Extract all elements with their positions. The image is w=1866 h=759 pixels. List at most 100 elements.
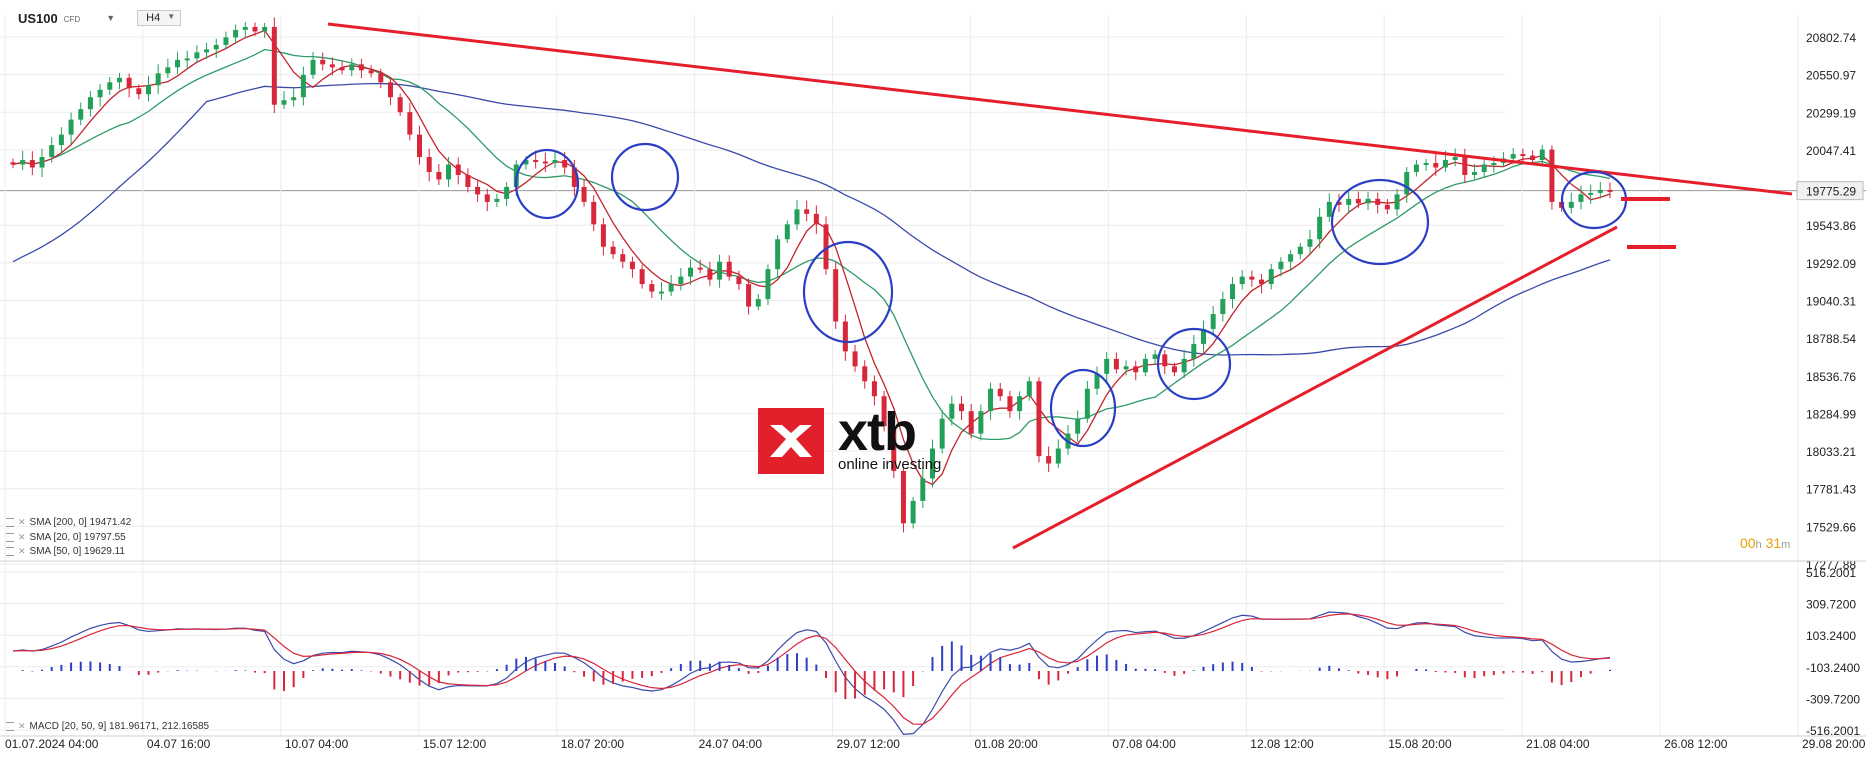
candle-body <box>1384 204 1390 210</box>
macd-tick-label: -516.2001 <box>1806 724 1860 738</box>
candle-body <box>668 284 674 292</box>
candle-body <box>262 26 268 32</box>
candle-body <box>1239 276 1245 285</box>
x-tick-label: 07.08 04:00 <box>1112 737 1176 751</box>
candle-body <box>417 134 423 158</box>
symbol-label[interactable]: US100 <box>18 10 58 26</box>
x-tick-label: 12.08 12:00 <box>1250 737 1314 751</box>
candle-body <box>1481 164 1487 172</box>
candle-body <box>1578 194 1584 202</box>
candle-body <box>997 388 1003 397</box>
settings-icon[interactable] <box>6 722 14 731</box>
candle-body <box>78 109 84 120</box>
candle-body <box>697 267 703 270</box>
candle-body <box>329 64 335 68</box>
close-icon[interactable]: ✕ <box>18 546 26 556</box>
candle-body <box>184 58 190 61</box>
symbol-dropdown-icon[interactable]: ▼ <box>106 13 116 23</box>
candle-body <box>1568 201 1574 208</box>
macd-line <box>12 611 1611 735</box>
candle-body <box>165 67 171 74</box>
x-tick-label: 21.08 04:00 <box>1526 737 1590 751</box>
settings-icon[interactable] <box>6 518 14 527</box>
candle-body <box>1597 189 1603 193</box>
candle-body <box>949 403 955 419</box>
legend-label: SMA [200, 0] 19471.42 <box>29 517 132 528</box>
x-tick-label: 15.07 12:00 <box>423 737 487 751</box>
candle-body <box>233 29 239 38</box>
candle-body <box>1355 198 1361 204</box>
candle-body <box>455 164 461 175</box>
legend-sma-50[interactable]: ✕ SMA [50, 0] 19629.11 <box>6 546 125 557</box>
close-icon[interactable]: ✕ <box>18 517 26 527</box>
candle-body <box>194 52 200 59</box>
candle-body <box>1530 155 1536 161</box>
candle-body <box>1346 198 1352 205</box>
legend-macd[interactable]: ✕ MACD [20, 50, 9] 181.96171, 212.16585 <box>6 721 209 732</box>
candle-body <box>1181 358 1187 373</box>
candle-body <box>155 73 161 86</box>
settings-icon[interactable] <box>6 547 14 556</box>
xtb-x-icon <box>758 408 824 474</box>
zone-circle <box>610 142 680 212</box>
candle-body <box>300 74 306 98</box>
timer-hours-unit: h <box>1755 539 1762 551</box>
macd-tick-label: 516.2001 <box>1806 566 1856 580</box>
candle-body <box>988 388 994 412</box>
x-tick-label: 01.08 20:00 <box>974 737 1038 751</box>
candle-body <box>223 37 229 45</box>
timeframe-value: H4 <box>146 12 161 24</box>
candle-body <box>1433 163 1439 168</box>
candle-body <box>281 100 287 105</box>
candle-body <box>1365 198 1371 204</box>
y-tick-label: 18284.99 <box>1806 407 1856 421</box>
candle-body <box>116 77 122 83</box>
candle-body <box>1375 198 1381 205</box>
resistance-trendline <box>327 22 1793 196</box>
candle-body <box>1278 261 1284 270</box>
y-tick-label: 19543.86 <box>1806 219 1856 233</box>
candle-body <box>1055 448 1061 464</box>
candle-body <box>68 119 74 135</box>
candle-body <box>523 160 529 165</box>
candle-body <box>39 157 45 168</box>
settings-icon[interactable] <box>6 533 14 542</box>
candle-body <box>1249 276 1255 280</box>
legend-sma-20[interactable]: ✕ SMA [20, 0] 19797.55 <box>6 532 126 543</box>
candle-body <box>1607 189 1613 192</box>
candle-body <box>242 26 248 30</box>
candle-body <box>1520 154 1526 157</box>
zone-circle <box>1049 368 1117 448</box>
y-tick-label: 20550.97 <box>1806 69 1856 83</box>
candle-body <box>204 49 210 53</box>
candle-body <box>20 160 26 165</box>
candle-body <box>1259 279 1265 285</box>
candle-body <box>600 224 606 247</box>
close-icon[interactable]: ✕ <box>18 532 26 542</box>
candle-body <box>87 97 93 110</box>
legend-sma-200[interactable]: ✕ SMA [200, 0] 19471.42 <box>6 517 131 528</box>
candles <box>10 17 1613 533</box>
x-tick-label: 26.08 12:00 <box>1664 737 1728 751</box>
candle-body <box>552 160 558 164</box>
candle-body <box>717 261 723 280</box>
candle-body <box>571 167 577 187</box>
y-tick-label: 18033.21 <box>1806 445 1856 459</box>
candle-body <box>1326 201 1332 217</box>
candle-body <box>775 239 781 270</box>
candle-body <box>49 145 55 158</box>
timeframe-select[interactable]: H4 ▼ <box>137 10 182 26</box>
candle-body <box>610 246 616 255</box>
close-icon[interactable]: ✕ <box>18 721 26 731</box>
candle-body <box>1549 149 1555 202</box>
candle-body <box>397 97 403 113</box>
candle-body <box>533 160 539 163</box>
x-tick-label: 01.07.2024 04:00 <box>5 737 99 751</box>
logo-name: xtb <box>838 401 917 462</box>
candle-body <box>1588 192 1594 195</box>
sma-20-path <box>12 29 1611 486</box>
candle-body <box>755 299 761 307</box>
candle-body <box>1336 201 1342 205</box>
x-tick-label: 24.07 04:00 <box>699 737 763 751</box>
